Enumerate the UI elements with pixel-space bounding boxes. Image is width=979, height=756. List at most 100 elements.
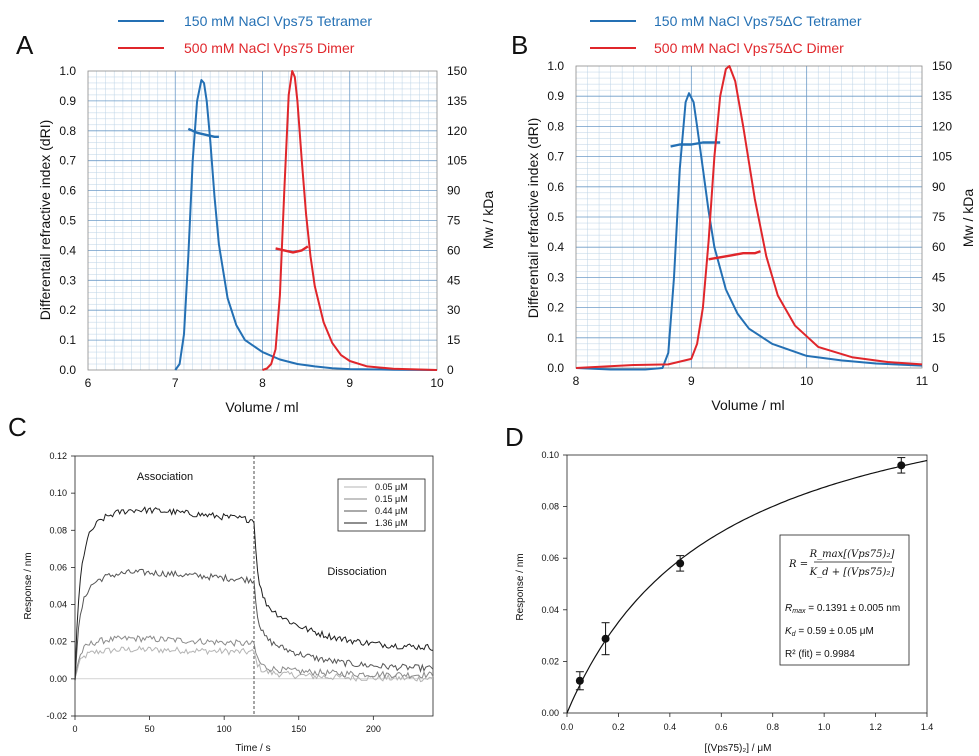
y2-tick-label-b: 45 bbox=[932, 270, 946, 284]
y-axis-label-d: Response / nm bbox=[515, 553, 526, 620]
data-point-0 bbox=[575, 676, 584, 685]
x-tick-label-c: 50 bbox=[145, 724, 155, 734]
y2-tick-label-b: 120 bbox=[932, 119, 952, 133]
panel-label-a: A bbox=[16, 30, 34, 60]
x-tick-label-b: 8 bbox=[573, 374, 580, 388]
y-tick-label-a: 0.0 bbox=[59, 363, 76, 377]
y2-tick-label-b: 60 bbox=[932, 240, 946, 254]
y-tick-label-c: 0.12 bbox=[49, 451, 67, 461]
y-tick-label-b: 1.0 bbox=[547, 59, 564, 73]
y-tick-label-b: 0.8 bbox=[547, 119, 564, 133]
x-axis-label-b: Volume / ml bbox=[711, 397, 784, 413]
panel-a: A 150 mM NaCl Vps75 Tetramer 500 mM NaCl… bbox=[16, 13, 496, 415]
y-tick-label-d: 0.04 bbox=[541, 605, 559, 615]
x-tick-label-d: 1.2 bbox=[869, 722, 882, 732]
y2-tick-label-b: 75 bbox=[932, 210, 946, 224]
plot-area-c: 0 50 100 150 200 -0.02 0.00 0.02 0.04 0.06 0.08 0.1… bbox=[46, 451, 434, 734]
series-line-a-3 bbox=[275, 245, 309, 254]
plot-area-a: 6 7 8 9 10 0.0 0.1 0.2 0.3 0.4 0.5 0.6 0.7 0.8 0.9 1.0 0… bbox=[59, 64, 467, 390]
panel-c: C 0 50 100 150 200-0.020.000.020.040.060.080… bbox=[8, 412, 434, 754]
y-tick-label-d: 0.10 bbox=[541, 450, 559, 460]
legend-a-item-2: 500 mM NaCl Vps75 Dimer bbox=[184, 40, 355, 56]
plot-frame-d bbox=[566, 454, 928, 714]
dissociation-label: Dissociation bbox=[327, 566, 386, 578]
formula-numerator: R_max[(Vps75)₂] bbox=[809, 549, 895, 560]
data-point-3 bbox=[897, 461, 906, 470]
series-line-a-0 bbox=[174, 79, 438, 371]
y-tick-label-a: 1.0 bbox=[59, 64, 76, 78]
fit-rmax: Rmax = 0.1391 ± 0.005 nm bbox=[785, 603, 900, 615]
x-axis-label-c: Time / s bbox=[235, 743, 270, 754]
x-tick-label-b: 11 bbox=[916, 374, 929, 388]
y-tick-label-d: 0.06 bbox=[541, 553, 559, 563]
x-tick-label-d: 1.4 bbox=[921, 722, 934, 732]
y-tick-label-c: 0.00 bbox=[49, 674, 67, 684]
legend-c-box bbox=[337, 478, 426, 532]
legend-b-item-1: 150 mM NaCl Vps75ΔC Tetramer bbox=[654, 13, 862, 29]
data-point-2 bbox=[676, 559, 685, 568]
y-tick-label-b: 0.6 bbox=[547, 180, 564, 194]
x-tick-label-a: 6 bbox=[85, 376, 92, 390]
fit-r2: R² (fit) = 0.9984 bbox=[785, 649, 855, 660]
x-tick-label-a: 9 bbox=[346, 376, 353, 390]
y-tick-label-b: 0.2 bbox=[547, 301, 564, 315]
y2-tick-label-b: 105 bbox=[932, 150, 952, 164]
y-tick-label-d: 0.02 bbox=[541, 656, 559, 666]
y-tick-label-c: -0.02 bbox=[46, 711, 67, 721]
legend-c-item-1: 0.05 μM bbox=[375, 482, 408, 492]
fit-parameter-box bbox=[779, 534, 910, 666]
legend-c-item-3: 0.44 μM bbox=[375, 506, 408, 516]
x-tick-label-c: 100 bbox=[217, 724, 232, 734]
x-tick-label-a: 8 bbox=[259, 376, 266, 390]
y-tick-label-a: 0.9 bbox=[59, 94, 76, 108]
y-tick-label-d: 0.00 bbox=[541, 708, 559, 718]
y2-tick-label-a: 150 bbox=[447, 64, 467, 78]
y2-tick-label-a: 90 bbox=[447, 184, 461, 198]
x-tick-label-c: 150 bbox=[291, 724, 306, 734]
y2-tick-label-a: 105 bbox=[447, 154, 467, 168]
association-label: Association bbox=[137, 471, 193, 483]
x-tick-label-d: 0.4 bbox=[664, 722, 677, 732]
y-tick-label-a: 0.8 bbox=[59, 124, 76, 138]
y-tick-label-b: 0.3 bbox=[547, 270, 564, 284]
y2-tick-label-a: 120 bbox=[447, 124, 467, 138]
y-tick-label-a: 0.4 bbox=[59, 243, 76, 257]
y-tick-label-a: 0.5 bbox=[59, 214, 76, 228]
y2-tick-label-b: 30 bbox=[932, 301, 946, 315]
y-tick-label-b: 0.5 bbox=[547, 210, 564, 224]
x-tick-label-c: 200 bbox=[366, 724, 381, 734]
panel-label-d: D bbox=[505, 422, 524, 452]
fit-kd: Kd = 0.59 ± 0.05 μM bbox=[785, 626, 874, 638]
y2-tick-label-a: 30 bbox=[447, 303, 461, 317]
y-tick-label-c: 0.10 bbox=[49, 488, 67, 498]
y-axis-label-c: Response / nm bbox=[23, 552, 34, 619]
x-tick-label-a: 10 bbox=[430, 376, 444, 390]
formula-denominator: K_d + [(Vps75)₂] bbox=[809, 567, 895, 578]
y-tick-label-c: 0.02 bbox=[49, 637, 67, 647]
y-tick-label-b: 0.4 bbox=[547, 240, 564, 254]
panel-label-c: C bbox=[8, 412, 27, 442]
x-tick-label-d: 0.2 bbox=[612, 722, 625, 732]
y-axis-label-b: Differentail refractive index (dRI) bbox=[525, 118, 541, 318]
x-axis-label-d: [(Vps75)₂] / μM bbox=[705, 743, 772, 754]
sensorgram-1 bbox=[74, 635, 434, 680]
series-line-a-2 bbox=[262, 70, 438, 371]
y2-tick-label-b: 15 bbox=[932, 331, 946, 345]
x-tick-label-d: 0.6 bbox=[715, 722, 728, 732]
panel-d: D 0.0 0.2 0.4 0.6 0.8 1.0 1.2 1.40.000.020.040.… bbox=[505, 422, 933, 754]
y-tick-label-a: 0.6 bbox=[59, 184, 76, 198]
y-tick-label-b: 0.9 bbox=[547, 89, 564, 103]
y-tick-label-c: 0.06 bbox=[49, 562, 67, 572]
sensorgram-0 bbox=[74, 645, 434, 683]
plot-area-d: 0.0 0.2 0.4 0.6 0.8 1.0 1.2 1.4 0.00 0.02 0.04 0.06… bbox=[541, 450, 933, 732]
series-line-b-3 bbox=[708, 250, 761, 261]
x-tick-label-c: 0 bbox=[72, 724, 77, 734]
y-tick-label-a: 0.2 bbox=[59, 303, 76, 317]
plot-frame-b bbox=[575, 65, 923, 369]
y-tick-label-a: 0.7 bbox=[59, 154, 76, 168]
legend-c-item-4: 1.36 μM bbox=[375, 518, 408, 528]
y2-tick-label-b: 0 bbox=[932, 361, 939, 375]
y2-tick-label-a: 75 bbox=[447, 214, 461, 228]
sensorgram-2 bbox=[74, 568, 434, 682]
